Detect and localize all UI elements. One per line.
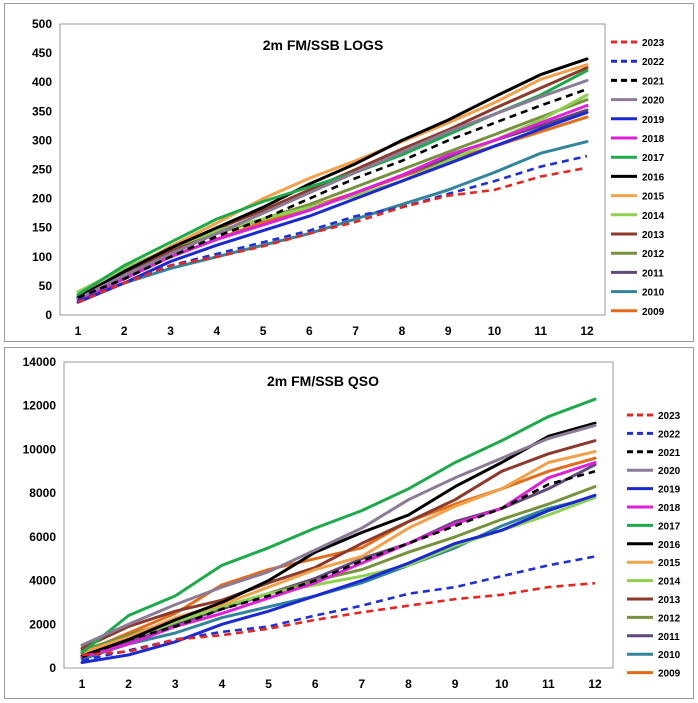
legend-label: 2017 xyxy=(642,153,665,164)
x-tick-label: 5 xyxy=(265,677,272,691)
series-line-2019 xyxy=(76,111,589,304)
x-tick-label: 3 xyxy=(172,677,179,691)
series-line-2023 xyxy=(77,166,588,304)
series-line-2018 xyxy=(76,104,589,301)
chart-panel-logs: 0 50 100 150 200 250 300 350 400 450 500 1 2 3 4 5 6 7 8 9 1… xyxy=(4,3,694,342)
y-tick-label: 300 xyxy=(32,133,52,147)
series-line-2020 xyxy=(76,79,589,301)
x-tick-label: 7 xyxy=(352,324,359,338)
y-tick-label: 2000 xyxy=(29,617,56,631)
legend-label: 2015 xyxy=(642,192,665,203)
y-tick-label: 150 xyxy=(32,221,52,235)
legend-label: 2020 xyxy=(642,96,665,107)
series-line-2016 xyxy=(80,421,597,658)
series-line-2021 xyxy=(77,87,588,299)
legend-label: 2016 xyxy=(642,172,665,183)
y-tick-label: 250 xyxy=(32,163,52,177)
chart-title: 2m FM/SSB QSO xyxy=(267,373,379,389)
y-tick-label: 500 xyxy=(32,17,52,31)
y-tick-label: 8000 xyxy=(29,486,56,500)
x-tick-label: 8 xyxy=(399,324,406,338)
series-line-2022 xyxy=(77,154,588,302)
chart-panel-qso: 0 2000 4000 6000 8000 10000 12000 14000 1 2 3 4 5 6 7 8… xyxy=(4,347,694,699)
x-tick-label: 5 xyxy=(260,324,267,338)
x-tick-label: 9 xyxy=(445,324,452,338)
legend-label: 2013 xyxy=(642,230,665,241)
legend-label: 2021 xyxy=(642,76,665,87)
legend-label: 2011 xyxy=(642,268,664,279)
x-tick-label: 12 xyxy=(588,677,602,691)
x-tick-label: 9 xyxy=(452,677,459,691)
legend-label: 2011 xyxy=(658,632,680,643)
legend-label: 2009 xyxy=(642,307,665,318)
y-tick-label: 350 xyxy=(32,104,52,118)
series-line-2015 xyxy=(80,450,597,655)
x-tick-label: 4 xyxy=(219,677,226,691)
series-line-2023 xyxy=(81,581,596,657)
series-line-2016 xyxy=(76,57,589,299)
x-tick-label: 6 xyxy=(306,324,313,338)
series-line-2010 xyxy=(80,496,597,661)
series-line-2021 xyxy=(81,470,596,659)
legend-label: 2010 xyxy=(642,288,665,299)
legend-label: 2010 xyxy=(658,650,681,661)
legend-label: 2018 xyxy=(642,134,665,145)
y-tick-label: 14000 xyxy=(23,355,57,369)
legend-label: 2014 xyxy=(642,211,665,222)
series-line-2017 xyxy=(80,397,597,655)
x-tick-label: 7 xyxy=(358,677,365,691)
y-tick-label: 0 xyxy=(45,308,52,322)
series-line-2013 xyxy=(80,439,597,650)
y-tick-label: 100 xyxy=(32,250,52,264)
legend-label: 2022 xyxy=(642,57,665,68)
y-tick-label: 200 xyxy=(32,192,52,206)
x-tick-label: 2 xyxy=(121,324,128,338)
legend-label: 2018 xyxy=(658,503,681,514)
legend-label: 2020 xyxy=(658,466,681,477)
y-tick-label: 4000 xyxy=(29,574,56,588)
series-line-2019 xyxy=(80,493,597,664)
y-tick-label: 6000 xyxy=(29,530,56,544)
x-tick-label: 10 xyxy=(488,324,502,338)
legend-label: 2012 xyxy=(642,249,665,260)
y-tick-label: 400 xyxy=(32,75,52,89)
series-line-2010 xyxy=(76,140,589,301)
series-line-2020 xyxy=(80,423,597,647)
plot-area xyxy=(59,23,606,316)
legend-label: 2009 xyxy=(658,669,681,680)
y-tick-label: 450 xyxy=(32,46,52,60)
x-tick-label: 2 xyxy=(125,677,132,691)
x-tick-label: 10 xyxy=(495,677,509,691)
x-tick-label: 6 xyxy=(312,677,319,691)
legend-label: 2016 xyxy=(658,540,681,551)
legend-label: 2017 xyxy=(658,521,681,532)
legend-label: 2013 xyxy=(658,595,681,606)
x-tick-label: 4 xyxy=(213,324,220,338)
chart-title: 2m FM/SSB LOGS xyxy=(263,37,384,53)
legend-label: 2023 xyxy=(658,411,681,422)
x-tick-label: 3 xyxy=(167,324,174,338)
x-tick-label: 11 xyxy=(542,677,555,691)
x-tick-label: 12 xyxy=(580,324,594,338)
legend-label: 2022 xyxy=(658,429,681,440)
legend-label: 2021 xyxy=(658,448,681,459)
legend-label: 2014 xyxy=(658,577,681,588)
legend-label: 2012 xyxy=(658,613,681,624)
y-tick-label: 10000 xyxy=(23,442,57,456)
legend-label: 2015 xyxy=(658,558,681,569)
plot-area xyxy=(63,361,614,669)
legend-label: 2023 xyxy=(642,38,665,49)
series-line-2011 xyxy=(80,463,597,659)
y-tick-label: 12000 xyxy=(23,399,57,413)
x-tick-label: 1 xyxy=(79,677,86,691)
y-tick-label: 50 xyxy=(39,279,53,293)
legend-label: 2019 xyxy=(642,115,665,126)
x-tick-label: 1 xyxy=(75,324,82,338)
y-tick-label: 0 xyxy=(49,661,56,675)
x-tick-label: 8 xyxy=(405,677,412,691)
x-tick-label: 11 xyxy=(534,324,547,338)
legend-label: 2019 xyxy=(658,485,681,496)
